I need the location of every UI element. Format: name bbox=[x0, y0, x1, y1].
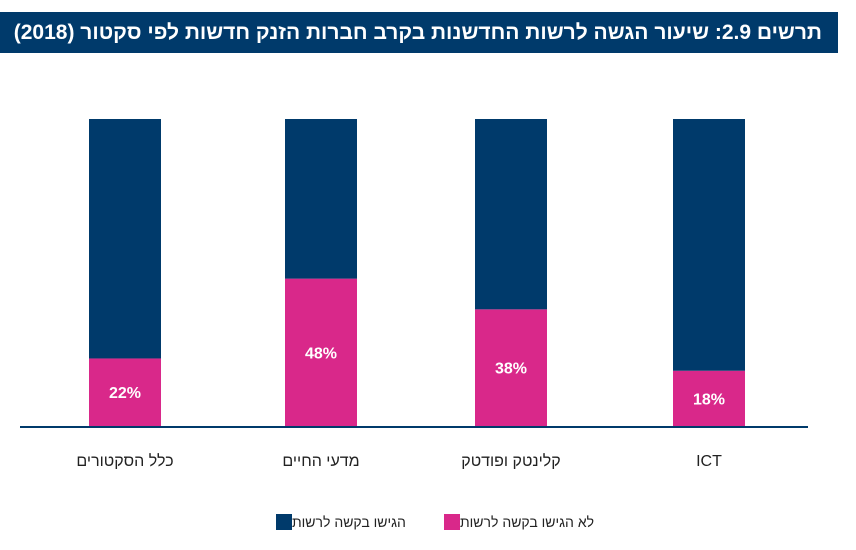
bar-submitted-0 bbox=[89, 119, 161, 359]
legend-swatch-not-submitted bbox=[444, 514, 460, 530]
data-label: 38% bbox=[495, 361, 527, 378]
legend-label-not-submitted: לא הגישו בקשה לרשות bbox=[460, 514, 595, 530]
data-label: 22% bbox=[109, 385, 141, 402]
chart-title: תרשים 2.9: שיעור הגשה לרשות החדשנות בקרב… bbox=[0, 12, 838, 53]
bar-not-submitted-3 bbox=[673, 370, 745, 426]
legend-item-not-submitted: לא הגישו בקשה לרשות bbox=[436, 514, 594, 530]
legend-swatch-submitted bbox=[276, 514, 292, 530]
x-tick-label: ICT bbox=[696, 453, 722, 470]
data-label: 18% bbox=[693, 391, 725, 408]
bar-submitted-1 bbox=[285, 119, 357, 279]
bar-not-submitted-1 bbox=[285, 278, 357, 426]
data-label: 48% bbox=[305, 345, 337, 362]
bar-not-submitted-2 bbox=[475, 309, 547, 426]
x-tick-label: כלל הסקטורים bbox=[76, 452, 173, 470]
bar-submitted-2 bbox=[475, 119, 547, 310]
bar-not-submitted-0 bbox=[89, 358, 161, 426]
legend-label-submitted: הגישו בקשה לרשות bbox=[292, 514, 406, 530]
x-tick-label: קלינטק ופודטק bbox=[461, 452, 560, 470]
legend-item-submitted: הגישו בקשה לרשות bbox=[268, 514, 406, 530]
x-tick-label: מדעי החיים bbox=[282, 453, 359, 470]
bar-submitted-3 bbox=[673, 119, 745, 371]
